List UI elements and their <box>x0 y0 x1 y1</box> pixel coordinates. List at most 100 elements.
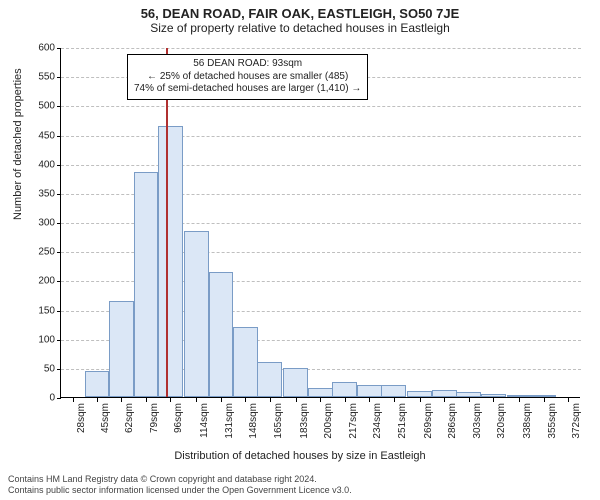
y-tick <box>57 106 61 107</box>
x-tick-label: 148sqm <box>248 403 259 439</box>
y-tick <box>57 311 61 312</box>
histogram-bar <box>109 301 134 397</box>
x-tick-label: 338sqm <box>522 403 533 439</box>
x-tick-label: 165sqm <box>273 403 284 439</box>
x-tick <box>221 398 222 402</box>
y-tick <box>57 165 61 166</box>
histogram-bar <box>332 382 357 397</box>
x-tick-label: 45sqm <box>100 403 111 433</box>
page-subtitle: Size of property relative to detached ho… <box>0 21 600 39</box>
histogram-bar <box>184 231 209 397</box>
x-tick <box>544 398 545 402</box>
y-tick <box>57 194 61 195</box>
footer-attribution: Contains HM Land Registry data © Crown c… <box>8 474 352 496</box>
plot-area: 05010015020025030035040045050055060028sq… <box>60 48 580 398</box>
x-axis-title: Distribution of detached houses by size … <box>0 450 600 462</box>
histogram-bar <box>481 394 506 397</box>
x-tick <box>97 398 98 402</box>
histogram-bar <box>531 395 556 397</box>
x-tick <box>568 398 569 402</box>
x-tick <box>73 398 74 402</box>
y-tick <box>57 48 61 49</box>
y-tick-label: 400 <box>15 159 55 170</box>
histogram-bar <box>134 172 159 397</box>
x-tick-label: 114sqm <box>199 403 210 438</box>
x-tick <box>369 398 370 402</box>
footer-line-1: Contains HM Land Registry data © Crown c… <box>8 474 352 485</box>
y-tick-label: 0 <box>15 393 55 404</box>
x-tick-label: 183sqm <box>299 403 310 439</box>
histogram-bar <box>283 368 308 397</box>
grid-line <box>61 106 581 107</box>
y-tick-label: 500 <box>15 101 55 112</box>
info-box-line: 74% of semi-detached houses are larger (… <box>134 83 361 96</box>
y-tick-label: 600 <box>15 43 55 54</box>
y-tick-label: 250 <box>15 247 55 258</box>
x-tick <box>320 398 321 402</box>
x-tick-label: 200sqm <box>323 403 334 439</box>
y-tick <box>57 369 61 370</box>
x-tick <box>245 398 246 402</box>
x-tick <box>420 398 421 402</box>
y-tick-label: 200 <box>15 276 55 287</box>
histogram-bar <box>209 272 234 397</box>
x-tick <box>170 398 171 402</box>
x-tick <box>345 398 346 402</box>
grid-line <box>61 165 581 166</box>
y-tick <box>57 77 61 78</box>
x-tick <box>196 398 197 402</box>
histogram-bar <box>432 390 457 397</box>
x-tick-label: 234sqm <box>372 403 383 439</box>
x-tick-label: 28sqm <box>76 403 87 433</box>
x-tick-label: 372sqm <box>571 403 582 439</box>
x-tick <box>146 398 147 402</box>
page-title: 56, DEAN ROAD, FAIR OAK, EASTLEIGH, SO50… <box>0 0 600 21</box>
histogram-bar <box>233 327 258 397</box>
info-box-line: ← 25% of detached houses are smaller (48… <box>134 71 361 84</box>
grid-line <box>61 48 581 49</box>
histogram-bar <box>308 388 333 397</box>
x-tick-label: 251sqm <box>397 403 408 439</box>
histogram-bar <box>85 371 110 397</box>
y-tick <box>57 281 61 282</box>
y-tick <box>57 223 61 224</box>
x-tick-label: 303sqm <box>472 403 483 439</box>
x-tick <box>121 398 122 402</box>
info-box-line: 56 DEAN ROAD: 93sqm <box>134 58 361 71</box>
y-tick-label: 300 <box>15 218 55 229</box>
x-tick-label: 131sqm <box>224 403 235 439</box>
x-tick <box>394 398 395 402</box>
x-tick <box>519 398 520 402</box>
histogram-bar <box>456 392 481 397</box>
reference-line <box>166 48 168 397</box>
y-tick <box>57 136 61 137</box>
x-tick <box>296 398 297 402</box>
x-tick <box>270 398 271 402</box>
x-tick-label: 269sqm <box>423 403 434 439</box>
y-tick-label: 150 <box>15 305 55 316</box>
y-tick-label: 450 <box>15 130 55 141</box>
y-tick-label: 50 <box>15 363 55 374</box>
histogram-bar <box>357 385 382 397</box>
x-tick-label: 79sqm <box>149 403 160 433</box>
x-tick-label: 62sqm <box>124 403 135 433</box>
x-tick <box>469 398 470 402</box>
histogram-bar <box>158 126 183 397</box>
x-tick-label: 96sqm <box>173 403 184 433</box>
histogram-bar <box>407 391 432 397</box>
y-tick <box>57 398 61 399</box>
x-tick-label: 286sqm <box>447 403 458 439</box>
x-tick-label: 217sqm <box>348 403 359 439</box>
histogram-bar <box>507 395 532 397</box>
x-tick-label: 320sqm <box>496 403 507 439</box>
y-tick-label: 550 <box>15 72 55 83</box>
grid-line <box>61 136 581 137</box>
x-tick-label: 355sqm <box>547 403 558 439</box>
y-tick <box>57 252 61 253</box>
x-tick <box>493 398 494 402</box>
x-tick <box>444 398 445 402</box>
footer-line-2: Contains public sector information licen… <box>8 485 352 496</box>
chart: 05010015020025030035040045050055060028sq… <box>60 48 580 398</box>
y-tick-label: 100 <box>15 334 55 345</box>
histogram-bar <box>381 385 406 397</box>
